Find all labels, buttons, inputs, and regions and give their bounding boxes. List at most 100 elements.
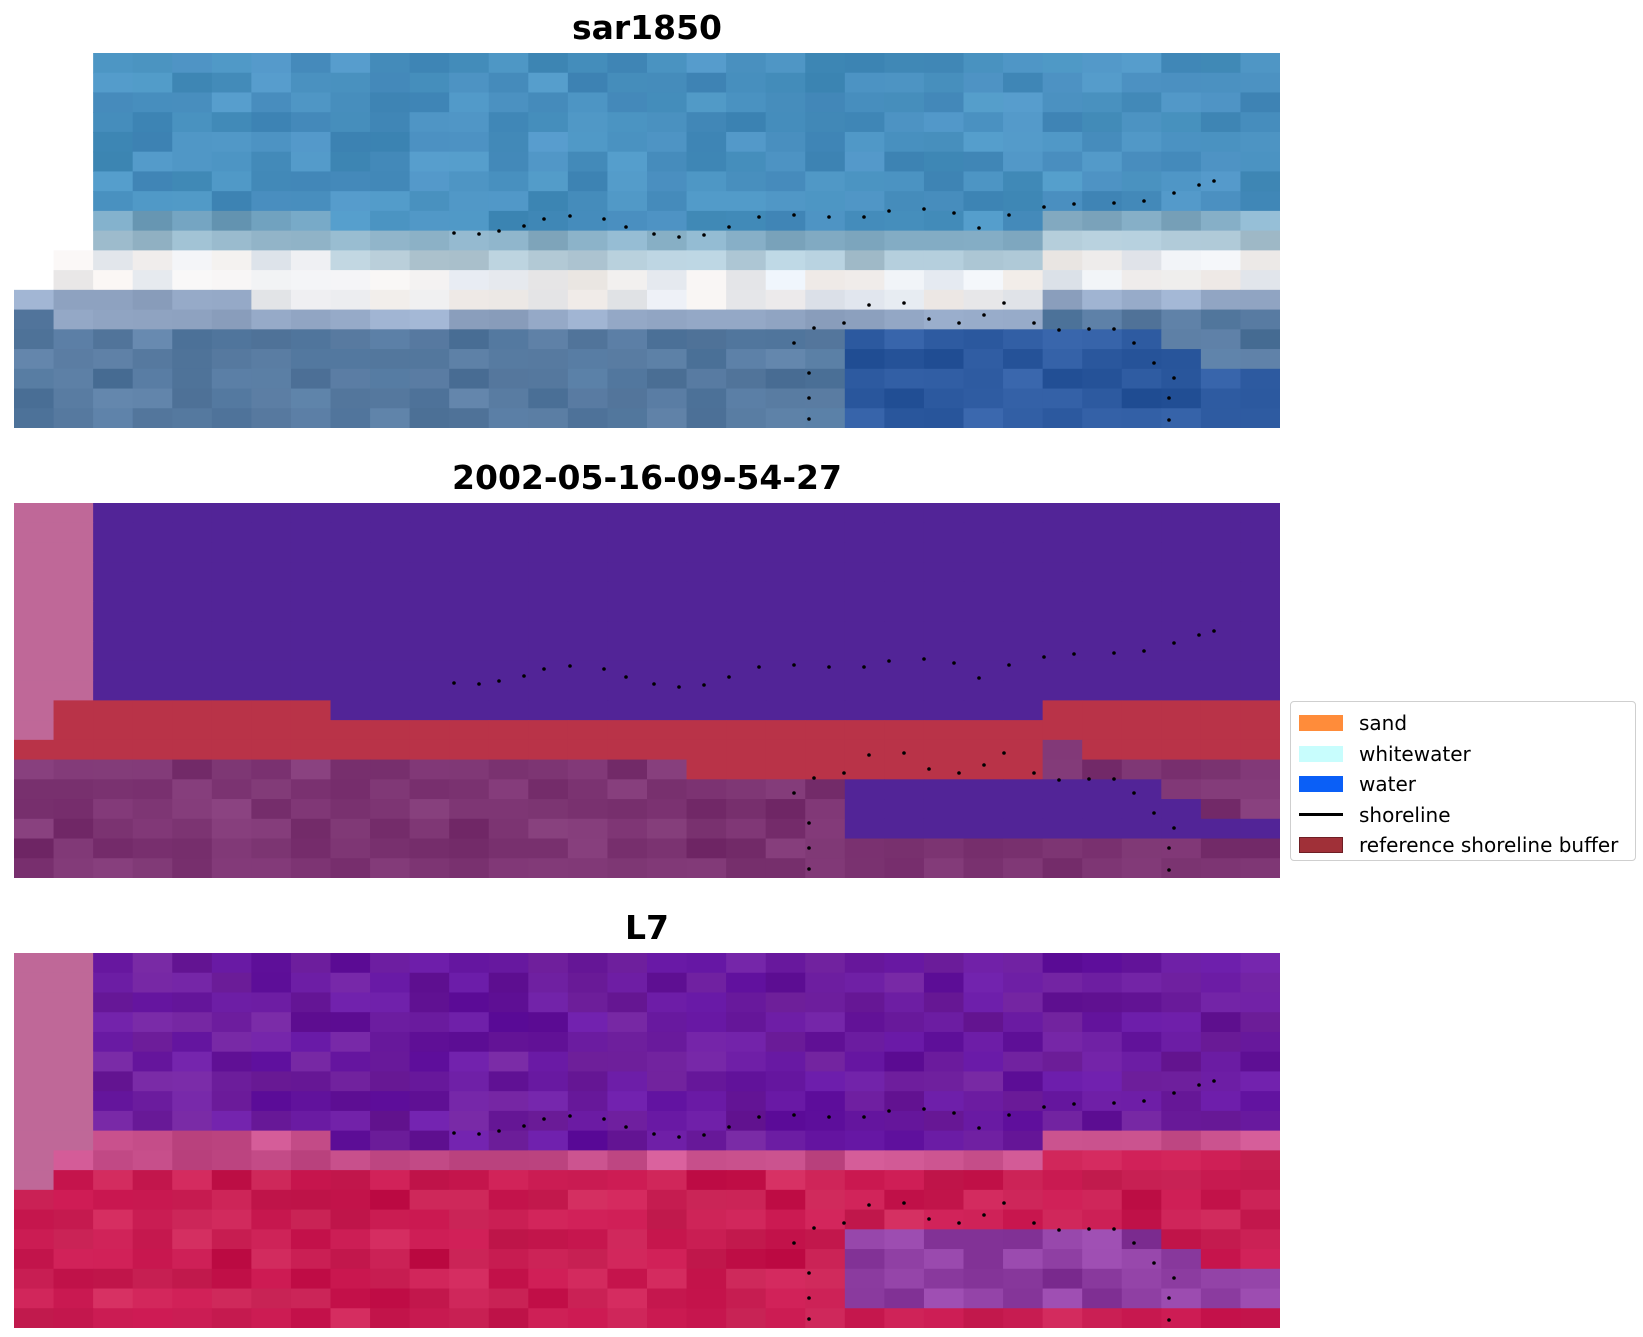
pixel-cell <box>251 759 292 780</box>
pixel-cell <box>726 388 767 409</box>
pixel-cell <box>1161 660 1202 682</box>
pixel-cell <box>488 408 529 428</box>
pixel-cell <box>1161 1031 1202 1053</box>
pixel-cell <box>1240 818 1280 840</box>
pixel-cell <box>93 1288 134 1309</box>
pixel-cell <box>963 230 1004 251</box>
pixel-cell <box>449 601 490 623</box>
pixel-cell <box>1200 1012 1242 1033</box>
pixel-cell <box>1042 1229 1083 1250</box>
shoreline-point <box>542 217 546 221</box>
pixel-cell <box>1082 799 1123 820</box>
pixel-cell <box>1240 601 1280 623</box>
pixel-cell <box>884 171 925 192</box>
pixel-cell <box>1161 838 1202 859</box>
pixel-cell <box>844 522 885 544</box>
pixel-cell <box>172 522 213 544</box>
pixel-cell <box>726 1308 767 1328</box>
pixel-cell <box>528 1268 569 1290</box>
pixel-cell <box>290 700 332 721</box>
pixel-cell <box>844 858 885 878</box>
pixel-cell <box>567 1091 609 1112</box>
pixel-cell <box>1240 171 1280 192</box>
pixel-cell <box>172 1091 213 1112</box>
pixel-cell <box>923 1189 965 1211</box>
sand-swatch-icon <box>1299 715 1343 732</box>
pixel-cell <box>132 838 173 859</box>
pixel-cell <box>844 112 885 133</box>
pixel-cell <box>1082 408 1123 428</box>
pixel-cell <box>172 151 213 173</box>
pixel-cell <box>607 1308 648 1328</box>
pixel-cell <box>132 1229 173 1250</box>
pixel-cell <box>330 53 371 74</box>
pixel-cell <box>211 289 252 311</box>
pixel-cell <box>844 1012 885 1033</box>
pixel-cell <box>1003 992 1044 1013</box>
pixel-cell <box>488 542 529 563</box>
pixel-cell <box>647 779 688 800</box>
pixel-cell <box>686 349 727 370</box>
pixel-cell <box>923 289 965 311</box>
pixel-cell <box>567 230 609 251</box>
pixel-cell <box>923 581 965 603</box>
pixel-cell <box>1121 562 1162 583</box>
pixel-cell <box>251 1249 292 1270</box>
pixel-cell <box>963 53 1004 74</box>
shoreline-point <box>792 341 796 345</box>
pixel-cell <box>528 388 569 409</box>
pixel-cell <box>1200 349 1242 370</box>
pixel-cell <box>765 522 806 544</box>
pixel-cell <box>1042 720 1083 741</box>
pixel-cell <box>963 1288 1004 1309</box>
pixel-cell <box>528 408 569 428</box>
pixel-cell <box>1003 1268 1044 1290</box>
pixel-cell <box>1121 680 1162 701</box>
pixel-cell <box>290 562 332 583</box>
shoreline-point <box>1072 202 1076 206</box>
pixel-cell <box>726 53 767 74</box>
pixel-cell <box>923 1130 965 1151</box>
pixel-cell <box>686 151 727 173</box>
pixel-cell <box>567 621 609 642</box>
pixel-cell <box>449 368 490 390</box>
pixel-cell <box>844 700 885 721</box>
pixel-cell <box>53 1051 94 1073</box>
pixel-cell <box>923 1249 965 1270</box>
pixel-cell <box>1161 131 1202 153</box>
pixel-cell <box>330 92 371 113</box>
pixel-cell <box>172 779 213 800</box>
pixel-cell <box>765 621 806 642</box>
pixel-cell <box>488 503 529 524</box>
pixel-cell <box>963 759 1004 780</box>
pixel-cell <box>172 329 213 350</box>
pixel-cell <box>449 818 490 840</box>
pixel-cell <box>528 210 569 232</box>
pixel-cell <box>290 112 332 133</box>
pixel-cell <box>726 972 767 994</box>
pixel-cell <box>884 799 925 820</box>
pixel-cell <box>172 1268 213 1290</box>
pixel-cell <box>409 1209 450 1230</box>
pixel-cell <box>726 131 767 153</box>
pixel-cell <box>93 700 134 721</box>
pixel-cell <box>963 329 1004 350</box>
pixel-cell <box>726 1189 767 1211</box>
pixel-cell <box>1240 1189 1280 1211</box>
shoreline-point <box>1172 376 1176 380</box>
pixel-cell <box>488 329 529 350</box>
pixel-cell <box>1003 329 1044 350</box>
shoreline-point <box>902 301 906 305</box>
pixel-cell <box>963 408 1004 428</box>
pixel-cell <box>1161 230 1202 251</box>
pixel-cell <box>567 601 609 623</box>
pixel-cell <box>607 112 648 133</box>
pixel-cell <box>370 542 411 563</box>
pixel-cell <box>1121 1209 1162 1230</box>
shoreline-point <box>807 821 811 825</box>
shoreline-point <box>1032 1221 1036 1225</box>
pixel-cell <box>488 838 529 859</box>
pixel-cell <box>923 953 965 974</box>
pixel-cell <box>409 1268 450 1290</box>
pixel-cell <box>528 112 569 133</box>
